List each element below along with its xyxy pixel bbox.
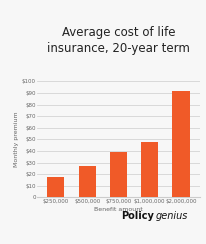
Bar xyxy=(172,91,190,197)
Y-axis label: Monthly premium: Monthly premium xyxy=(14,112,19,167)
X-axis label: Benefit amount: Benefit amount xyxy=(94,207,143,212)
Bar xyxy=(110,152,127,197)
Text: genius: genius xyxy=(156,211,188,221)
Bar xyxy=(47,177,64,197)
Bar xyxy=(141,142,158,197)
Text: Policy: Policy xyxy=(121,211,154,221)
Bar xyxy=(78,166,96,197)
Text: Average cost of life
insurance, 20-year term: Average cost of life insurance, 20-year … xyxy=(47,26,190,55)
